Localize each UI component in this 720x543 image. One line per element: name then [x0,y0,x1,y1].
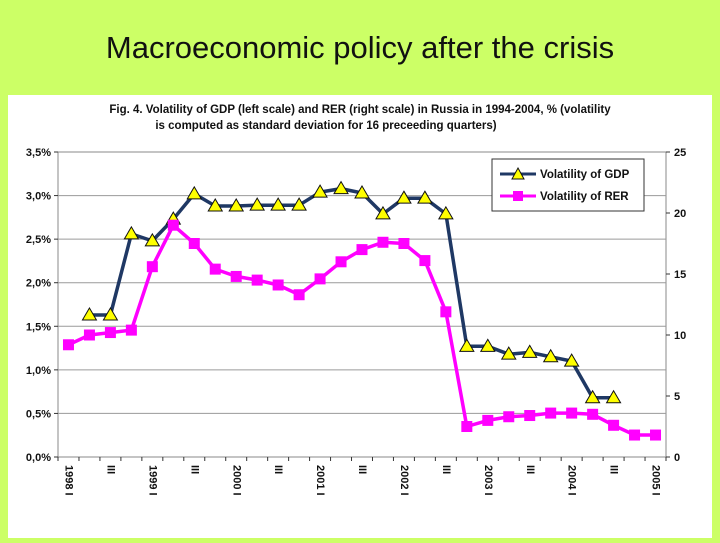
data-point-gdp [144,232,161,247]
data-point-rer [419,255,431,267]
legend-gdp-marker [511,166,525,180]
right-axis-tick-label: 15 [674,269,686,281]
x-axis-tick-label: III [272,465,284,474]
data-point-rer [230,270,242,282]
data-point-rer [356,244,368,256]
volatility-chart: Fig. 4. Volatility of GDP (left scale) a… [26,104,686,496]
data-point-rer [335,256,347,268]
x-axis-tick-label: 1999 I [146,465,158,496]
data-point-gdp [228,198,245,212]
data-point-rer [104,327,116,339]
data-point-gdp [479,338,496,352]
data-point-rer [251,274,263,286]
data-point-rer [62,339,74,351]
chart-figure: Fig. 4. Volatility of GDP (left scale) a… [8,95,712,538]
left-axis-tick-label: 0,5% [26,408,51,420]
chart-title-line2: is computed as standard deviation for 16… [155,120,496,132]
data-point-gdp [521,344,538,358]
x-axis-tick-label: III [608,465,620,474]
data-point-gdp [417,190,433,204]
data-point-rer [440,306,452,318]
slide-title: Macroeconomic policy after the crisis [105,30,615,65]
data-point-gdp [354,184,370,199]
left-axis-tick-label: 1,0% [26,365,51,377]
data-point-gdp [458,338,475,352]
data-point-gdp [500,346,517,360]
data-point-gdp [563,353,580,367]
data-point-gdp [605,389,622,404]
data-point-gdp [81,306,98,321]
legend-rer-marker [513,191,523,201]
data-point-rer [608,419,620,431]
legend-box [491,158,645,212]
data-point-rer [83,329,95,341]
x-axis-tick-label: 2000 I [230,465,242,496]
x-axis-tick-label: 2004 I [566,465,578,496]
data-point-rer [629,429,641,441]
data-point-gdp [437,205,454,220]
data-point-rer [272,279,284,291]
data-point-rer [167,219,179,231]
x-axis-tick-label: III [188,465,200,474]
data-point-rer [524,410,536,422]
x-axis-tick-label: III [524,465,536,474]
data-point-rer [545,407,557,419]
x-axis-tick-label: 1998 I [63,465,75,496]
x-axis-tick-label: III [105,465,117,474]
data-point-gdp [291,197,307,211]
data-point-rer [377,236,389,248]
data-point-rer [398,238,410,249]
data-point-rer [503,411,515,423]
data-point-gdp [207,198,224,212]
data-point-rer [566,407,578,419]
data-point-gdp [542,348,559,363]
legend-rer-label: Volatility of RER [540,191,629,203]
x-axis-tick-label: 2003 I [482,465,494,496]
chart-title-line1: Fig. 4. Volatility of GDP (left scale) a… [109,104,611,116]
data-point-gdp [186,185,203,200]
data-point-gdp [396,190,412,204]
legend-gdp-label: Volatility of GDP [540,169,630,181]
x-axis-tick-label: 2001 I [314,465,326,496]
data-point-rer [293,289,305,301]
x-axis-tick-label: III [440,465,452,474]
data-point-gdp [270,197,287,211]
right-axis-tick-label: 25 [674,147,686,159]
left-axis-tick-label: 3,0% [26,191,51,203]
data-point-gdp [584,389,601,404]
data-point-rer [587,408,599,420]
data-point-rer [461,421,473,432]
x-axis-tick-label: 2005 I [650,465,662,496]
x-axis-tick-label: III [356,465,368,474]
left-axis-tick-label: 2,0% [26,278,51,290]
data-point-gdp [123,225,140,240]
right-axis-tick-label: 20 [674,208,686,220]
data-point-rer [209,263,221,275]
right-axis-tick-label: 0 [674,452,680,464]
right-axis-tick-label: 10 [674,330,686,342]
data-point-gdp [249,197,266,211]
data-point-rer [482,414,494,426]
right-axis-tick-label: 5 [674,391,680,403]
data-point-gdp [102,306,119,321]
data-point-gdp [312,184,328,198]
legend: Volatility of GDP Volatility of RER [491,158,645,212]
x-axis-tick-label: 2002 I [398,465,410,496]
left-axis-tick-label: 1,5% [26,321,51,333]
data-point-gdp [333,180,349,195]
data-point-rer [146,261,158,273]
data-point-rer [314,273,326,285]
left-axis-tick-label: 2,5% [26,234,51,246]
left-axis-tick-label: 3,5% [26,147,51,159]
data-point-rer [125,324,137,336]
data-point-rer [188,238,200,249]
data-point-gdp [375,205,391,220]
left-axis-tick-label: 0,0% [26,452,51,464]
data-point-rer [650,429,662,441]
